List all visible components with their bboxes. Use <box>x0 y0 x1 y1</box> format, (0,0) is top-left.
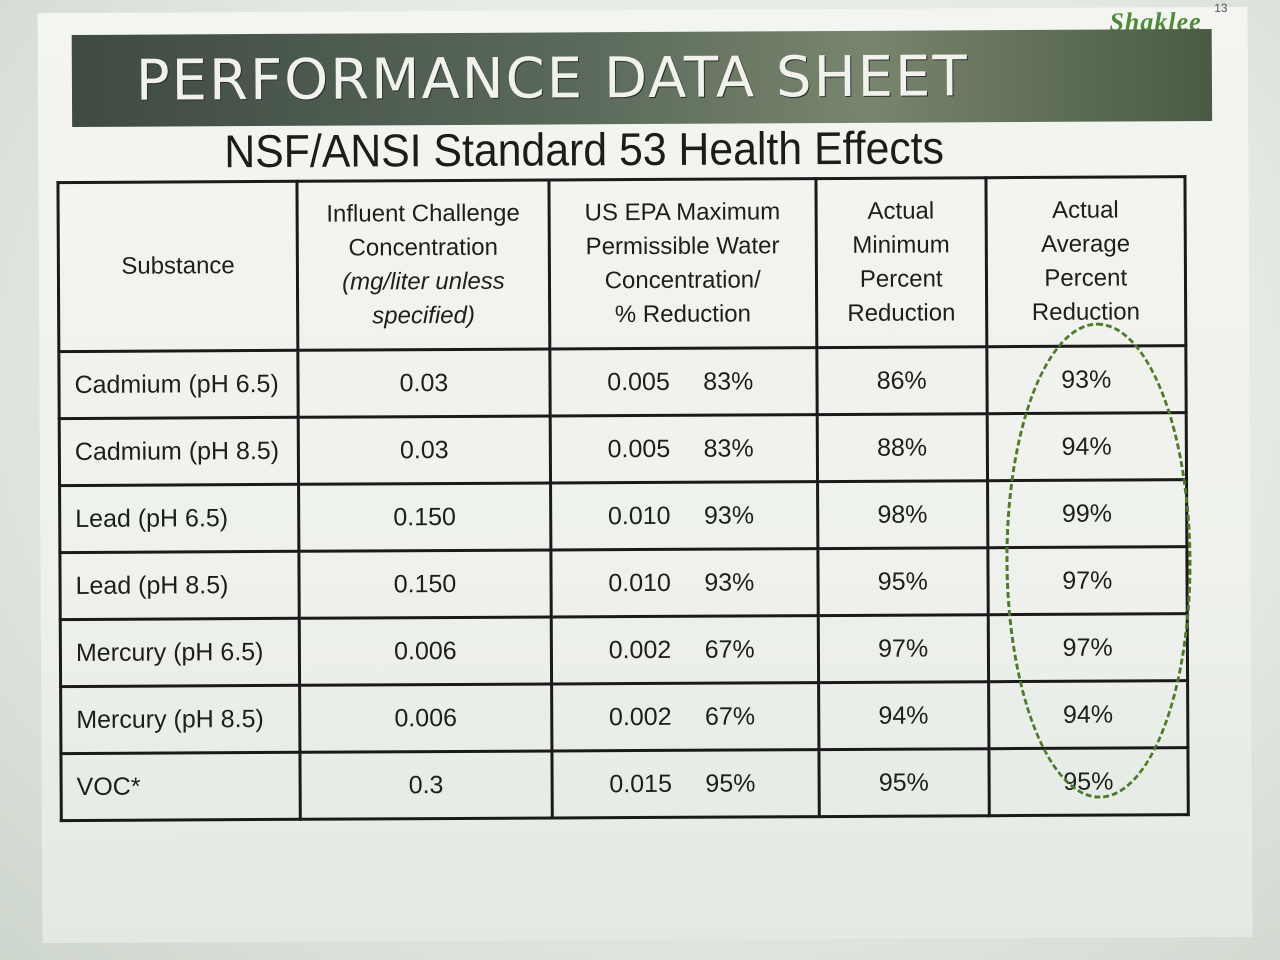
cell-substance: Lead (pH 6.5) <box>59 484 300 553</box>
cell-substance: Cadmium (pH 6.5) <box>58 350 299 419</box>
cell-min: 88% <box>817 413 988 482</box>
cell-substance: Cadmium (pH 8.5) <box>59 417 299 486</box>
banner-title: PERFORMANCE DATA SHEET <box>135 43 969 114</box>
cell-min: 95% <box>818 748 989 817</box>
table-row: Lead (pH 6.5) 0.150 0.010 93% 98% 99% <box>59 479 1187 553</box>
cell-avg: 97% <box>987 613 1188 682</box>
performance-table: Substance Influent Challenge Concentrati… <box>56 175 1189 822</box>
cell-epa: 0.005 83% <box>549 414 818 483</box>
cell-substance: Mercury (pH 6.5) <box>60 618 300 687</box>
cell-substance: Lead (pH 8.5) <box>59 551 300 620</box>
cell-avg: 94% <box>988 680 1188 749</box>
cell-epa: 0.002 67% <box>550 615 819 684</box>
cell-min: 95% <box>817 547 988 616</box>
cell-avg: 97% <box>987 546 1188 615</box>
table-row: Cadmium (pH 8.5) 0.03 0.005 83% 88% 94% <box>59 412 1187 486</box>
page-subtitle: NSF/ANSI Standard 53 Health Effects <box>224 121 945 178</box>
cell-min: 86% <box>816 346 987 415</box>
cell-avg: 94% <box>986 412 1187 481</box>
table-row: Cadmium (pH 6.5) 0.03 0.005 83% 86% 93% <box>58 345 1187 419</box>
brand-superscript: 13 <box>1214 0 1228 16</box>
table-row: VOC* 0.3 0.015 95% 95% 95% <box>60 747 1189 821</box>
header-substance: Substance <box>57 181 299 352</box>
header-avg-reduction: Actual Average Percent Reduction <box>985 176 1186 347</box>
cell-influent: 0.03 <box>298 415 551 485</box>
cell-influent: 0.150 <box>298 482 551 552</box>
header-influent: Influent Challenge Concentration (mg/lit… <box>297 180 550 351</box>
cell-epa: 0.002 67% <box>551 682 819 751</box>
table-row: Mercury (pH 8.5) 0.006 0.002 67% 94% 94% <box>60 680 1188 754</box>
cell-min: 98% <box>817 480 988 549</box>
cell-influent: 0.150 <box>299 549 551 619</box>
cell-avg: 93% <box>986 345 1187 414</box>
table-row: Mercury (pH 6.5) 0.006 0.002 67% 97% 97% <box>60 613 1188 687</box>
title-banner: PERFORMANCE DATA SHEET <box>71 29 1213 127</box>
cell-influent: 0.3 <box>300 750 552 820</box>
cell-epa: 0.005 83% <box>549 347 818 416</box>
table-header-row: Substance Influent Challenge Concentrati… <box>57 176 1186 352</box>
cell-epa: 0.015 95% <box>551 749 820 818</box>
cell-influent: 0.006 <box>299 616 552 686</box>
cell-epa: 0.010 93% <box>550 481 818 550</box>
data-sheet: Shaklee 13 PERFORMANCE DATA SHEET NSF/AN… <box>37 1 1253 944</box>
cell-substance: VOC* <box>60 752 301 821</box>
table-row: Lead (pH 8.5) 0.150 0.010 93% 95% 97% <box>59 546 1188 620</box>
cell-epa: 0.010 93% <box>550 548 819 617</box>
cell-avg: 99% <box>987 479 1187 548</box>
cell-avg: 95% <box>988 747 1189 816</box>
cell-substance: Mercury (pH 8.5) <box>60 685 301 754</box>
cell-min: 97% <box>818 614 989 683</box>
header-min-reduction: Actual Minimum Percent Reduction <box>815 177 987 348</box>
cell-influent: 0.006 <box>299 683 552 753</box>
header-epa: US EPA Maximum Permissible Water Concent… <box>548 178 817 349</box>
cell-influent: 0.03 <box>298 348 550 418</box>
cell-min: 94% <box>818 681 989 750</box>
